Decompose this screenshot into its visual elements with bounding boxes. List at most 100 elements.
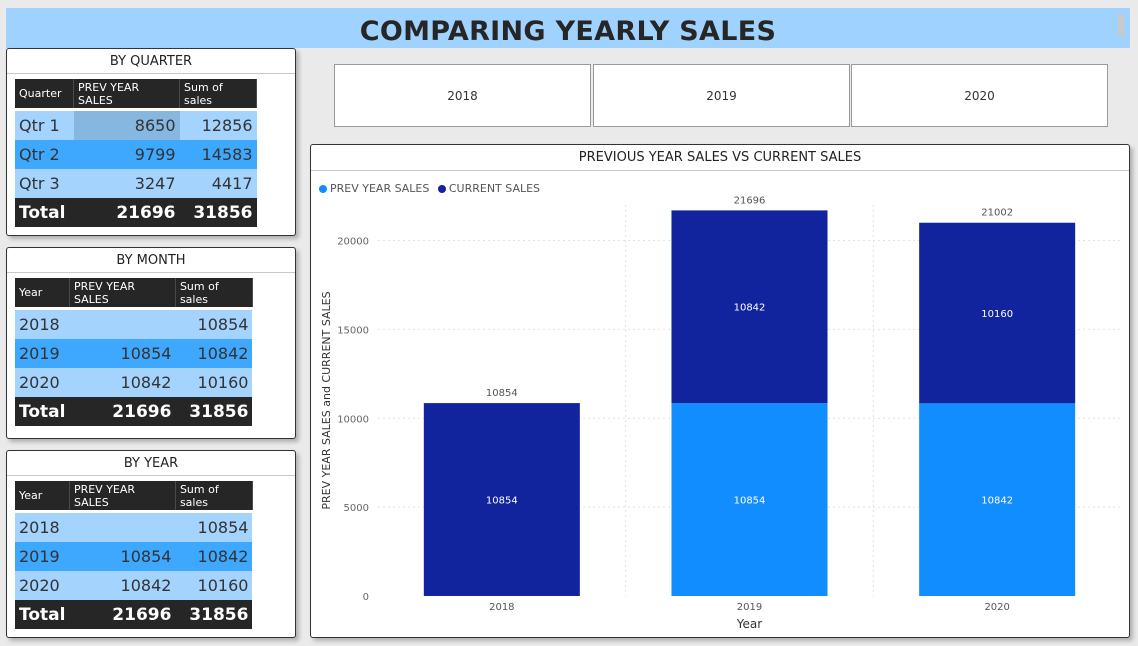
sum-of-sales-cell: 10854 <box>175 513 253 542</box>
column-header[interactable]: Sum of sales <box>175 481 253 510</box>
table-row[interactable]: Qtr 3 3247 4417 <box>15 169 257 198</box>
stacked-bar-chart: 0 5000 10000 15000 20000 10854 10854 2018 10854 1… <box>320 195 1121 631</box>
slicer-label: 2018 <box>447 89 478 103</box>
legend-label: CURRENT SALES <box>448 182 541 195</box>
legend-label: PREV YEAR SALES <box>330 182 430 195</box>
bar-total-label: 21696 <box>734 195 766 206</box>
y-tick-label: 0 <box>363 592 369 603</box>
divider <box>7 475 295 476</box>
column-header[interactable]: PREV YEAR SALES <box>69 278 176 307</box>
x-tick-label: 2020 <box>984 602 1009 613</box>
slicer-label: 2019 <box>706 89 737 103</box>
total-row: Total 21696 31856 <box>15 397 253 426</box>
bar-segment <box>919 403 1076 596</box>
title-bar: COMPARING YEARLY SALES <box>6 8 1130 48</box>
slicer-label: 2020 <box>964 89 995 103</box>
bar-segment <box>919 222 1076 404</box>
row-label: 2020 <box>15 368 70 397</box>
by-quarter-card: BY QUARTER Quarter PREV YEAR SALES Sum o… <box>6 48 296 236</box>
total-row: Total 21696 31856 <box>15 600 253 629</box>
by-year-table: Year PREV YEAR SALES Sum of sales 2018 1… <box>15 481 253 629</box>
total-prev-year-sales: 21696 <box>69 397 176 426</box>
table-row[interactable]: Qtr 2 9799 14583 <box>15 140 257 169</box>
total-label: Total <box>15 198 74 227</box>
sum-of-sales-cell: 10842 <box>175 339 253 368</box>
table-row[interactable]: 2020 10842 10160 <box>15 571 253 600</box>
by-year-card: BY YEAR Year PREV YEAR SALES Sum of sale… <box>6 450 296 638</box>
year-slicer-2019[interactable]: 2019 <box>593 64 850 127</box>
by-month-title: BY MONTH <box>116 253 186 268</box>
prev-year-sales-cell: 3247 <box>73 169 180 198</box>
bar-data-label: 10842 <box>981 496 1013 507</box>
sum-of-sales-cell: 10854 <box>175 310 253 339</box>
y-tick-label: 10000 <box>337 414 369 425</box>
sum-of-sales-cell: 10160 <box>175 571 253 600</box>
chart-card: PREVIOUS YEAR SALES VS CURRENT SALES PRE… <box>310 144 1130 638</box>
chart-legend: PREV YEAR SALES CURRENT SALES <box>319 182 545 195</box>
bar-segment <box>671 210 828 404</box>
total-prev-year-sales: 21696 <box>73 198 180 227</box>
column-header[interactable]: PREV YEAR SALES <box>69 481 176 510</box>
bar-data-label: 10854 <box>486 496 518 507</box>
table-row[interactable]: 2020 10842 10160 <box>15 368 253 397</box>
row-label: Qtr 1 <box>15 111 74 140</box>
total-row: Total 21696 31856 <box>15 198 257 227</box>
table-row[interactable]: 2018 10854 <box>15 310 253 339</box>
divider <box>7 73 295 74</box>
scrollbar[interactable] <box>1118 14 1124 36</box>
prev-year-sales-cell: 10842 <box>69 368 176 397</box>
column-header[interactable]: PREV YEAR SALES <box>73 79 180 108</box>
x-tick-label: 2018 <box>489 602 514 613</box>
bar-segment <box>671 403 828 596</box>
bar-segment <box>423 403 580 596</box>
column-header[interactable]: Year <box>15 481 70 510</box>
sum-of-sales-cell: 12856 <box>179 111 257 140</box>
legend-item-current[interactable]: CURRENT SALES <box>437 182 541 195</box>
prev-year-sales-cell: 10854 <box>69 542 176 571</box>
row-label: Qtr 3 <box>15 169 74 198</box>
by-month-table: Year PREV YEAR SALES Sum of sales 2018 1… <box>15 278 253 426</box>
x-tick-label: 2019 <box>737 602 762 613</box>
prev-year-sales-cell: 10854 <box>69 339 176 368</box>
total-label: Total <box>15 397 70 426</box>
legend-item-prev[interactable]: PREV YEAR SALES <box>319 182 429 195</box>
total-sum-of-sales: 31856 <box>175 600 253 629</box>
prev-year-sales-cell: 8650 <box>73 111 180 140</box>
total-sum-of-sales: 31856 <box>175 397 253 426</box>
y-axis-title: PREV YEAR SALES and CURRENT SALES <box>320 291 333 509</box>
prev-year-sales-cell: 10842 <box>69 571 176 600</box>
row-label: 2018 <box>15 310 70 339</box>
table-row[interactable]: 2018 10854 <box>15 513 253 542</box>
column-header[interactable]: Sum of sales <box>175 278 253 307</box>
bar-total-label: 10854 <box>486 388 518 399</box>
year-slicer-2018[interactable]: 2018 <box>334 64 591 127</box>
y-tick-label: 5000 <box>344 503 369 514</box>
prev-year-sales-cell <box>69 513 176 542</box>
divider <box>311 170 1129 171</box>
by-month-card: BY MONTH Year PREV YEAR SALES Sum of sal… <box>6 247 296 439</box>
page-title: COMPARING YEARLY SALES <box>359 16 777 47</box>
year-slicer-2020[interactable]: 2020 <box>851 64 1108 127</box>
column-header[interactable]: Year <box>15 278 70 307</box>
table-row[interactable]: 2019 10854 10842 <box>15 542 253 571</box>
chart-title: PREVIOUS YEAR SALES VS CURRENT SALES <box>578 150 862 165</box>
row-label: 2019 <box>15 339 70 368</box>
prev-year-sales-cell: 9799 <box>73 140 180 169</box>
sum-of-sales-cell: 4417 <box>179 169 257 198</box>
table-row[interactable]: Qtr 1 8650 12856 <box>15 111 257 140</box>
row-label: 2018 <box>15 513 70 542</box>
sum-of-sales-cell: 10160 <box>175 368 253 397</box>
total-prev-year-sales: 21696 <box>69 600 176 629</box>
row-label: 2020 <box>15 571 70 600</box>
prev-year-sales-cell <box>69 310 176 339</box>
bar-data-label: 10160 <box>981 309 1013 320</box>
bar-total-label: 21002 <box>981 208 1013 219</box>
legend-dot-prev <box>319 185 327 193</box>
divider <box>7 272 295 273</box>
row-label: 2019 <box>15 542 70 571</box>
column-header[interactable]: Quarter <box>15 79 74 108</box>
column-header[interactable]: Sum of sales <box>179 79 257 108</box>
x-axis-title: Year <box>736 617 762 631</box>
legend-dot-current <box>437 185 446 193</box>
table-row[interactable]: 2019 10854 10842 <box>15 339 253 368</box>
